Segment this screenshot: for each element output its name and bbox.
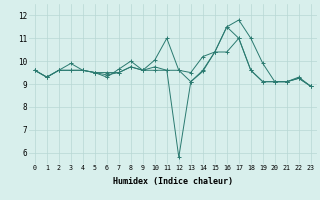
X-axis label: Humidex (Indice chaleur): Humidex (Indice chaleur): [113, 177, 233, 186]
